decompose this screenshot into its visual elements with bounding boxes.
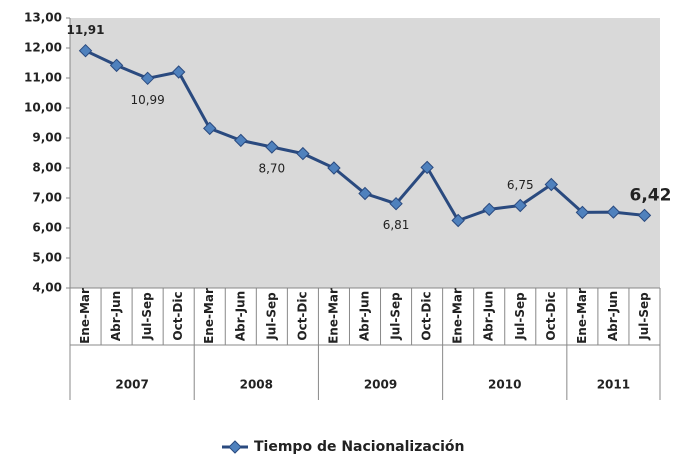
data-label: 10,99 — [130, 93, 164, 107]
x-tick-label: Oct-Dic — [544, 291, 558, 340]
y-tick-label: 11,00 — [24, 71, 62, 85]
x-tick-label: Ene-Mar — [326, 288, 340, 344]
point — [606, 205, 621, 219]
data-label: 11,91 — [67, 23, 105, 37]
y-tick-label: 13,00 — [24, 11, 62, 25]
point — [451, 213, 465, 228]
point — [203, 121, 217, 136]
x-tick-label: Oct-Dic — [295, 291, 309, 340]
x-tick-label: Jul-Sep — [140, 292, 154, 341]
point — [265, 140, 279, 154]
y-tick-label: 9,00 — [32, 131, 62, 145]
point — [420, 160, 434, 175]
group-label: 2011 — [597, 378, 630, 392]
point — [358, 186, 372, 201]
x-tick-label: Abr-Jun — [606, 291, 620, 341]
x-tick-label: Jul-Sep — [637, 292, 651, 341]
group-label: 2008 — [240, 378, 273, 392]
x-tick-label: Abr-Jun — [358, 291, 372, 341]
y-tick-label: 8,00 — [32, 161, 62, 175]
x-tick-label: Abr-Jun — [109, 291, 123, 341]
data-label: 6,81 — [383, 218, 410, 232]
x-tick-label: Ene-Mar — [451, 288, 465, 344]
point — [171, 65, 186, 79]
x-tick-label: Oct-Dic — [171, 291, 185, 340]
x-tick-label: Abr-Jun — [233, 291, 247, 341]
plot-area — [70, 18, 660, 288]
legend-marker — [228, 440, 242, 454]
x-tick-label: Oct-Dic — [420, 291, 434, 340]
point — [296, 146, 310, 161]
x-tick-label: Ene-Mar — [575, 288, 589, 344]
point — [482, 202, 496, 217]
legend-label: Tiempo de Nacionalización — [254, 439, 465, 455]
y-tick-label: 10,00 — [24, 101, 62, 115]
x-tick-label: Ene-Mar — [78, 288, 92, 344]
x-tick-label: Jul-Sep — [389, 292, 403, 341]
group-label: 2010 — [488, 378, 521, 392]
point — [78, 43, 93, 58]
y-tick-label: 5,00 — [32, 251, 62, 265]
point — [140, 71, 155, 86]
data-label: 6,42 — [629, 185, 671, 205]
point — [327, 161, 341, 175]
group-label: 2007 — [115, 378, 148, 392]
y-tick-label: 12,00 — [24, 41, 62, 55]
point — [544, 177, 559, 192]
point — [637, 208, 652, 223]
point — [575, 205, 590, 220]
x-tick-label: Ene-Mar — [202, 288, 216, 344]
point — [109, 58, 124, 73]
data-label: 6,75 — [507, 178, 534, 192]
x-tick-label: Abr-Jun — [482, 291, 496, 341]
data-label: 8,70 — [258, 162, 285, 176]
group-label: 2009 — [364, 378, 397, 392]
x-tick-label: Jul-Sep — [264, 292, 278, 341]
y-tick-label: 7,00 — [32, 191, 62, 205]
point — [389, 196, 403, 211]
point — [234, 133, 248, 148]
x-tick-label: Jul-Sep — [513, 292, 527, 341]
y-tick-label: 4,00 — [32, 281, 62, 295]
point — [513, 198, 527, 213]
y-tick-label: 6,00 — [32, 221, 62, 235]
